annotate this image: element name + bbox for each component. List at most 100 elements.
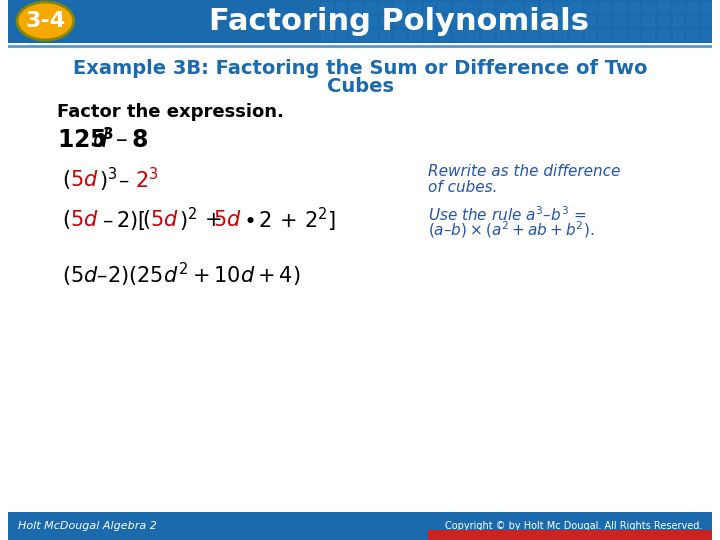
FancyBboxPatch shape bbox=[409, 30, 420, 41]
FancyBboxPatch shape bbox=[350, 16, 362, 27]
FancyBboxPatch shape bbox=[467, 2, 480, 13]
FancyBboxPatch shape bbox=[702, 2, 714, 13]
FancyBboxPatch shape bbox=[658, 16, 670, 27]
Text: Cubes: Cubes bbox=[326, 77, 394, 96]
Text: $–$: $–$ bbox=[117, 170, 129, 190]
FancyBboxPatch shape bbox=[672, 2, 685, 13]
FancyBboxPatch shape bbox=[321, 30, 333, 41]
FancyBboxPatch shape bbox=[379, 30, 391, 41]
Text: Factoring Polynomials: Factoring Polynomials bbox=[209, 6, 589, 36]
FancyBboxPatch shape bbox=[438, 16, 450, 27]
FancyBboxPatch shape bbox=[350, 2, 362, 13]
FancyBboxPatch shape bbox=[497, 30, 508, 41]
Text: $(5\mathit{d} – 2)(25\mathit{d}^2 + 10\mathit{d} + 4)$: $(5\mathit{d} – 2)(25\mathit{d}^2 + 10\m… bbox=[62, 261, 301, 289]
Text: $)^2$: $)^2$ bbox=[179, 206, 197, 234]
FancyBboxPatch shape bbox=[428, 530, 712, 540]
FancyBboxPatch shape bbox=[599, 30, 611, 41]
FancyBboxPatch shape bbox=[658, 30, 670, 41]
FancyBboxPatch shape bbox=[585, 30, 596, 41]
FancyBboxPatch shape bbox=[379, 16, 391, 27]
FancyBboxPatch shape bbox=[482, 30, 494, 41]
FancyBboxPatch shape bbox=[702, 16, 714, 27]
FancyBboxPatch shape bbox=[541, 2, 552, 13]
Text: (: ( bbox=[142, 210, 150, 230]
FancyBboxPatch shape bbox=[526, 2, 538, 13]
FancyBboxPatch shape bbox=[379, 2, 391, 13]
FancyBboxPatch shape bbox=[644, 30, 655, 41]
FancyBboxPatch shape bbox=[350, 30, 362, 41]
FancyBboxPatch shape bbox=[409, 16, 420, 27]
FancyBboxPatch shape bbox=[672, 30, 685, 41]
Text: $\,–\,2)[$: $\,–\,2)[$ bbox=[99, 208, 146, 232]
Text: $\mathbf{125}$: $\mathbf{125}$ bbox=[57, 128, 107, 152]
FancyBboxPatch shape bbox=[321, 2, 333, 13]
FancyBboxPatch shape bbox=[467, 16, 480, 27]
FancyBboxPatch shape bbox=[394, 2, 406, 13]
Text: $5d$: $5d$ bbox=[213, 210, 242, 230]
FancyBboxPatch shape bbox=[570, 16, 582, 27]
FancyBboxPatch shape bbox=[321, 16, 333, 27]
FancyBboxPatch shape bbox=[614, 2, 626, 13]
FancyBboxPatch shape bbox=[511, 16, 523, 27]
FancyBboxPatch shape bbox=[599, 16, 611, 27]
Text: Rewrite as the difference: Rewrite as the difference bbox=[428, 165, 621, 179]
Text: of cubes.: of cubes. bbox=[428, 180, 498, 195]
FancyBboxPatch shape bbox=[336, 30, 347, 41]
Text: $\mathbf{3}$: $\mathbf{3}$ bbox=[102, 126, 114, 142]
FancyBboxPatch shape bbox=[629, 30, 640, 41]
FancyBboxPatch shape bbox=[423, 2, 435, 13]
FancyBboxPatch shape bbox=[629, 2, 640, 13]
FancyBboxPatch shape bbox=[614, 16, 626, 27]
Ellipse shape bbox=[17, 2, 73, 40]
FancyBboxPatch shape bbox=[365, 16, 377, 27]
FancyBboxPatch shape bbox=[336, 2, 347, 13]
Text: $5d$: $5d$ bbox=[150, 210, 179, 230]
FancyBboxPatch shape bbox=[599, 2, 611, 13]
FancyBboxPatch shape bbox=[644, 2, 655, 13]
FancyBboxPatch shape bbox=[688, 16, 699, 27]
FancyBboxPatch shape bbox=[8, 512, 712, 540]
FancyBboxPatch shape bbox=[394, 16, 406, 27]
FancyBboxPatch shape bbox=[511, 2, 523, 13]
FancyBboxPatch shape bbox=[409, 2, 420, 13]
FancyBboxPatch shape bbox=[467, 30, 480, 41]
FancyBboxPatch shape bbox=[688, 30, 699, 41]
FancyBboxPatch shape bbox=[526, 16, 538, 27]
FancyBboxPatch shape bbox=[541, 30, 552, 41]
FancyBboxPatch shape bbox=[453, 2, 464, 13]
FancyBboxPatch shape bbox=[672, 16, 685, 27]
FancyBboxPatch shape bbox=[438, 2, 450, 13]
FancyBboxPatch shape bbox=[629, 16, 640, 27]
FancyBboxPatch shape bbox=[482, 16, 494, 27]
Text: Use the rule $a^3 – b^3$ =: Use the rule $a^3 – b^3$ = bbox=[428, 206, 587, 224]
FancyBboxPatch shape bbox=[541, 16, 552, 27]
FancyBboxPatch shape bbox=[438, 30, 450, 41]
FancyBboxPatch shape bbox=[453, 30, 464, 41]
Text: (: ( bbox=[62, 210, 70, 230]
FancyBboxPatch shape bbox=[394, 30, 406, 41]
FancyBboxPatch shape bbox=[644, 16, 655, 27]
FancyBboxPatch shape bbox=[8, 0, 712, 43]
Text: 3-4: 3-4 bbox=[25, 11, 66, 31]
FancyBboxPatch shape bbox=[585, 2, 596, 13]
Text: Holt McDougal Algebra 2: Holt McDougal Algebra 2 bbox=[18, 521, 157, 531]
FancyBboxPatch shape bbox=[526, 30, 538, 41]
Text: $\mathbf{\,–\,8}$: $\mathbf{\,–\,8}$ bbox=[112, 128, 148, 152]
Text: $(a – b) \times (a^2 + ab + b^2).$: $(a – b) \times (a^2 + ab + b^2).$ bbox=[428, 220, 595, 240]
FancyBboxPatch shape bbox=[497, 16, 508, 27]
FancyBboxPatch shape bbox=[453, 16, 464, 27]
FancyBboxPatch shape bbox=[365, 30, 377, 41]
FancyBboxPatch shape bbox=[688, 2, 699, 13]
Text: $5d$: $5d$ bbox=[70, 210, 99, 230]
FancyBboxPatch shape bbox=[702, 30, 714, 41]
FancyBboxPatch shape bbox=[423, 16, 435, 27]
FancyBboxPatch shape bbox=[336, 16, 347, 27]
FancyBboxPatch shape bbox=[614, 30, 626, 41]
FancyBboxPatch shape bbox=[585, 16, 596, 27]
FancyBboxPatch shape bbox=[570, 2, 582, 13]
Text: $)^3$: $)^3$ bbox=[99, 166, 117, 194]
FancyBboxPatch shape bbox=[497, 2, 508, 13]
Text: $5d$: $5d$ bbox=[70, 170, 99, 190]
Text: $\,2\,+\,2^2]$: $\,2\,+\,2^2]$ bbox=[256, 206, 336, 234]
Text: Copyright © by Holt Mc Dougal. All Rights Reserved.: Copyright © by Holt Mc Dougal. All Right… bbox=[445, 521, 702, 531]
